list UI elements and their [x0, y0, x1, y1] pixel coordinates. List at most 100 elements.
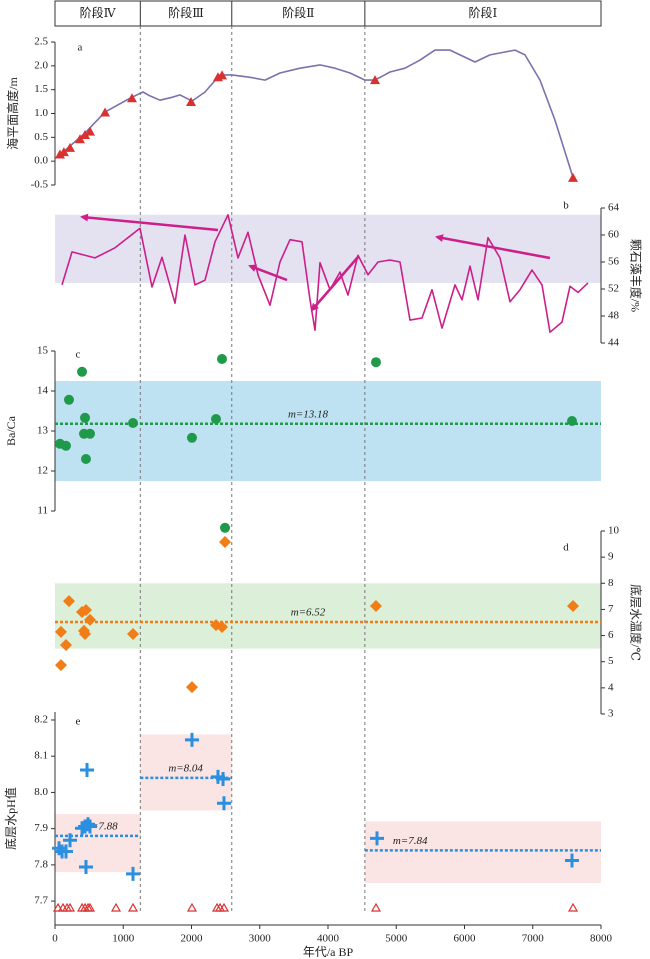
- y-tick-label: 8: [608, 577, 614, 589]
- y-tick-label: 15: [37, 345, 49, 357]
- y-tick-label: 6: [608, 629, 614, 641]
- y-tick-label: 13: [37, 425, 49, 437]
- y-tick-label: 8.0: [34, 786, 48, 798]
- panels: 阶段Ⅳ 阶段Ⅲ 阶段Ⅱ 阶段Ⅰ -0.5 0.0 0.5 1.0 1.5 2.0 2.5 海平面高度/…: [3, 0, 643, 959]
- point: [85, 428, 96, 439]
- y-tick-label: 7.9: [34, 822, 48, 834]
- data-line: [56, 49, 574, 178]
- y-axis-title: 海平面高度/m: [5, 77, 20, 150]
- age-marker: [52, 902, 64, 912]
- y-tick-label: 52: [608, 283, 619, 295]
- x-tick-label: 4000: [317, 933, 340, 945]
- y-tick-label: 9: [608, 551, 614, 563]
- point: [58, 844, 73, 859]
- band: [364, 821, 601, 883]
- point: [60, 440, 71, 451]
- stage-label: 阶段Ⅳ: [80, 5, 117, 20]
- point: [217, 354, 228, 364]
- x-tick-label: 1000: [112, 933, 135, 945]
- y-tick-label: 5: [608, 655, 614, 667]
- point: [54, 149, 65, 159]
- point: [219, 535, 232, 548]
- point: [370, 75, 381, 85]
- age-marker: [186, 902, 198, 912]
- point: [186, 432, 197, 443]
- y-tick-label: 7.8: [34, 858, 48, 870]
- y-tick-label: 14: [37, 385, 49, 397]
- x-tick-label: 5000: [385, 933, 408, 945]
- y-tick-label: 7.7: [34, 895, 48, 907]
- point: [80, 454, 91, 464]
- y-tick-label: -0.5: [31, 179, 49, 191]
- point: [58, 147, 69, 157]
- point: [78, 860, 93, 875]
- point: [369, 600, 382, 613]
- panel-label: c: [76, 349, 81, 361]
- mean-label: m=6.52: [291, 607, 326, 619]
- mean-label: m=8.04: [168, 762, 203, 774]
- trend-arrows: [80, 213, 551, 312]
- y-axis-title: 底层水pH值: [3, 787, 18, 850]
- panel-label: d: [563, 542, 569, 554]
- point: [216, 620, 229, 633]
- band: [55, 214, 601, 283]
- point: [370, 831, 385, 846]
- band: [55, 381, 601, 481]
- point: [65, 142, 76, 152]
- y-tick-label: 60: [608, 229, 620, 241]
- age-marker: [64, 902, 76, 912]
- y-tick-label: 10: [608, 525, 620, 537]
- bands: [55, 214, 601, 883]
- point: [62, 595, 75, 608]
- mean-label: m=13.18: [288, 408, 329, 420]
- point: [77, 366, 88, 377]
- mean-label: m=7.84: [393, 835, 428, 847]
- x-tick-label: 7000: [522, 933, 545, 945]
- point: [81, 817, 96, 832]
- y-tick-label: 11: [37, 505, 48, 517]
- point: [216, 796, 231, 811]
- band: [55, 583, 601, 649]
- panel-label: e: [76, 716, 81, 728]
- x-tick-label: 2000: [181, 933, 204, 945]
- y-tick-label: 2.0: [34, 59, 48, 71]
- y-tick-label: 2.5: [34, 36, 48, 48]
- y-tick-label: 44: [608, 337, 620, 349]
- y-tick-label: 4: [608, 681, 614, 693]
- point: [63, 394, 74, 405]
- y-tick-label: 0.5: [34, 131, 48, 143]
- point: [80, 762, 95, 777]
- x-tick-label: 6000: [454, 933, 477, 945]
- point: [370, 357, 381, 368]
- point: [217, 70, 228, 80]
- y-tick-label: 48: [608, 310, 620, 322]
- y-tick-label: 7: [608, 603, 614, 615]
- y-tick-label: 8.2: [34, 714, 48, 726]
- point: [185, 681, 198, 694]
- arrow: [310, 256, 359, 312]
- stage-label: 阶段Ⅱ: [282, 5, 314, 20]
- age-marker: [84, 902, 96, 912]
- point: [186, 97, 197, 107]
- point: [100, 107, 111, 117]
- y-axis-title: Ba/Ca: [4, 415, 18, 446]
- data-line: [61, 214, 589, 333]
- point: [59, 638, 72, 651]
- point: [63, 833, 78, 848]
- arrow: [248, 264, 288, 282]
- point: [126, 866, 141, 881]
- y-tick-label: 64: [608, 202, 620, 214]
- stage-label: 阶段Ⅰ: [469, 5, 498, 20]
- x-tick-label: 8000: [590, 933, 613, 945]
- age-marker: [567, 902, 579, 912]
- point: [55, 625, 68, 638]
- x-axis-title: 年代/a BP: [303, 945, 354, 959]
- y-tick-label: 1.0: [34, 107, 48, 119]
- point: [85, 126, 96, 136]
- y-tick-label: 8.1: [34, 750, 48, 762]
- y-axis-title: 底层水温度/℃: [628, 584, 643, 661]
- point: [80, 129, 91, 139]
- point: [566, 416, 577, 426]
- arrow: [435, 234, 551, 260]
